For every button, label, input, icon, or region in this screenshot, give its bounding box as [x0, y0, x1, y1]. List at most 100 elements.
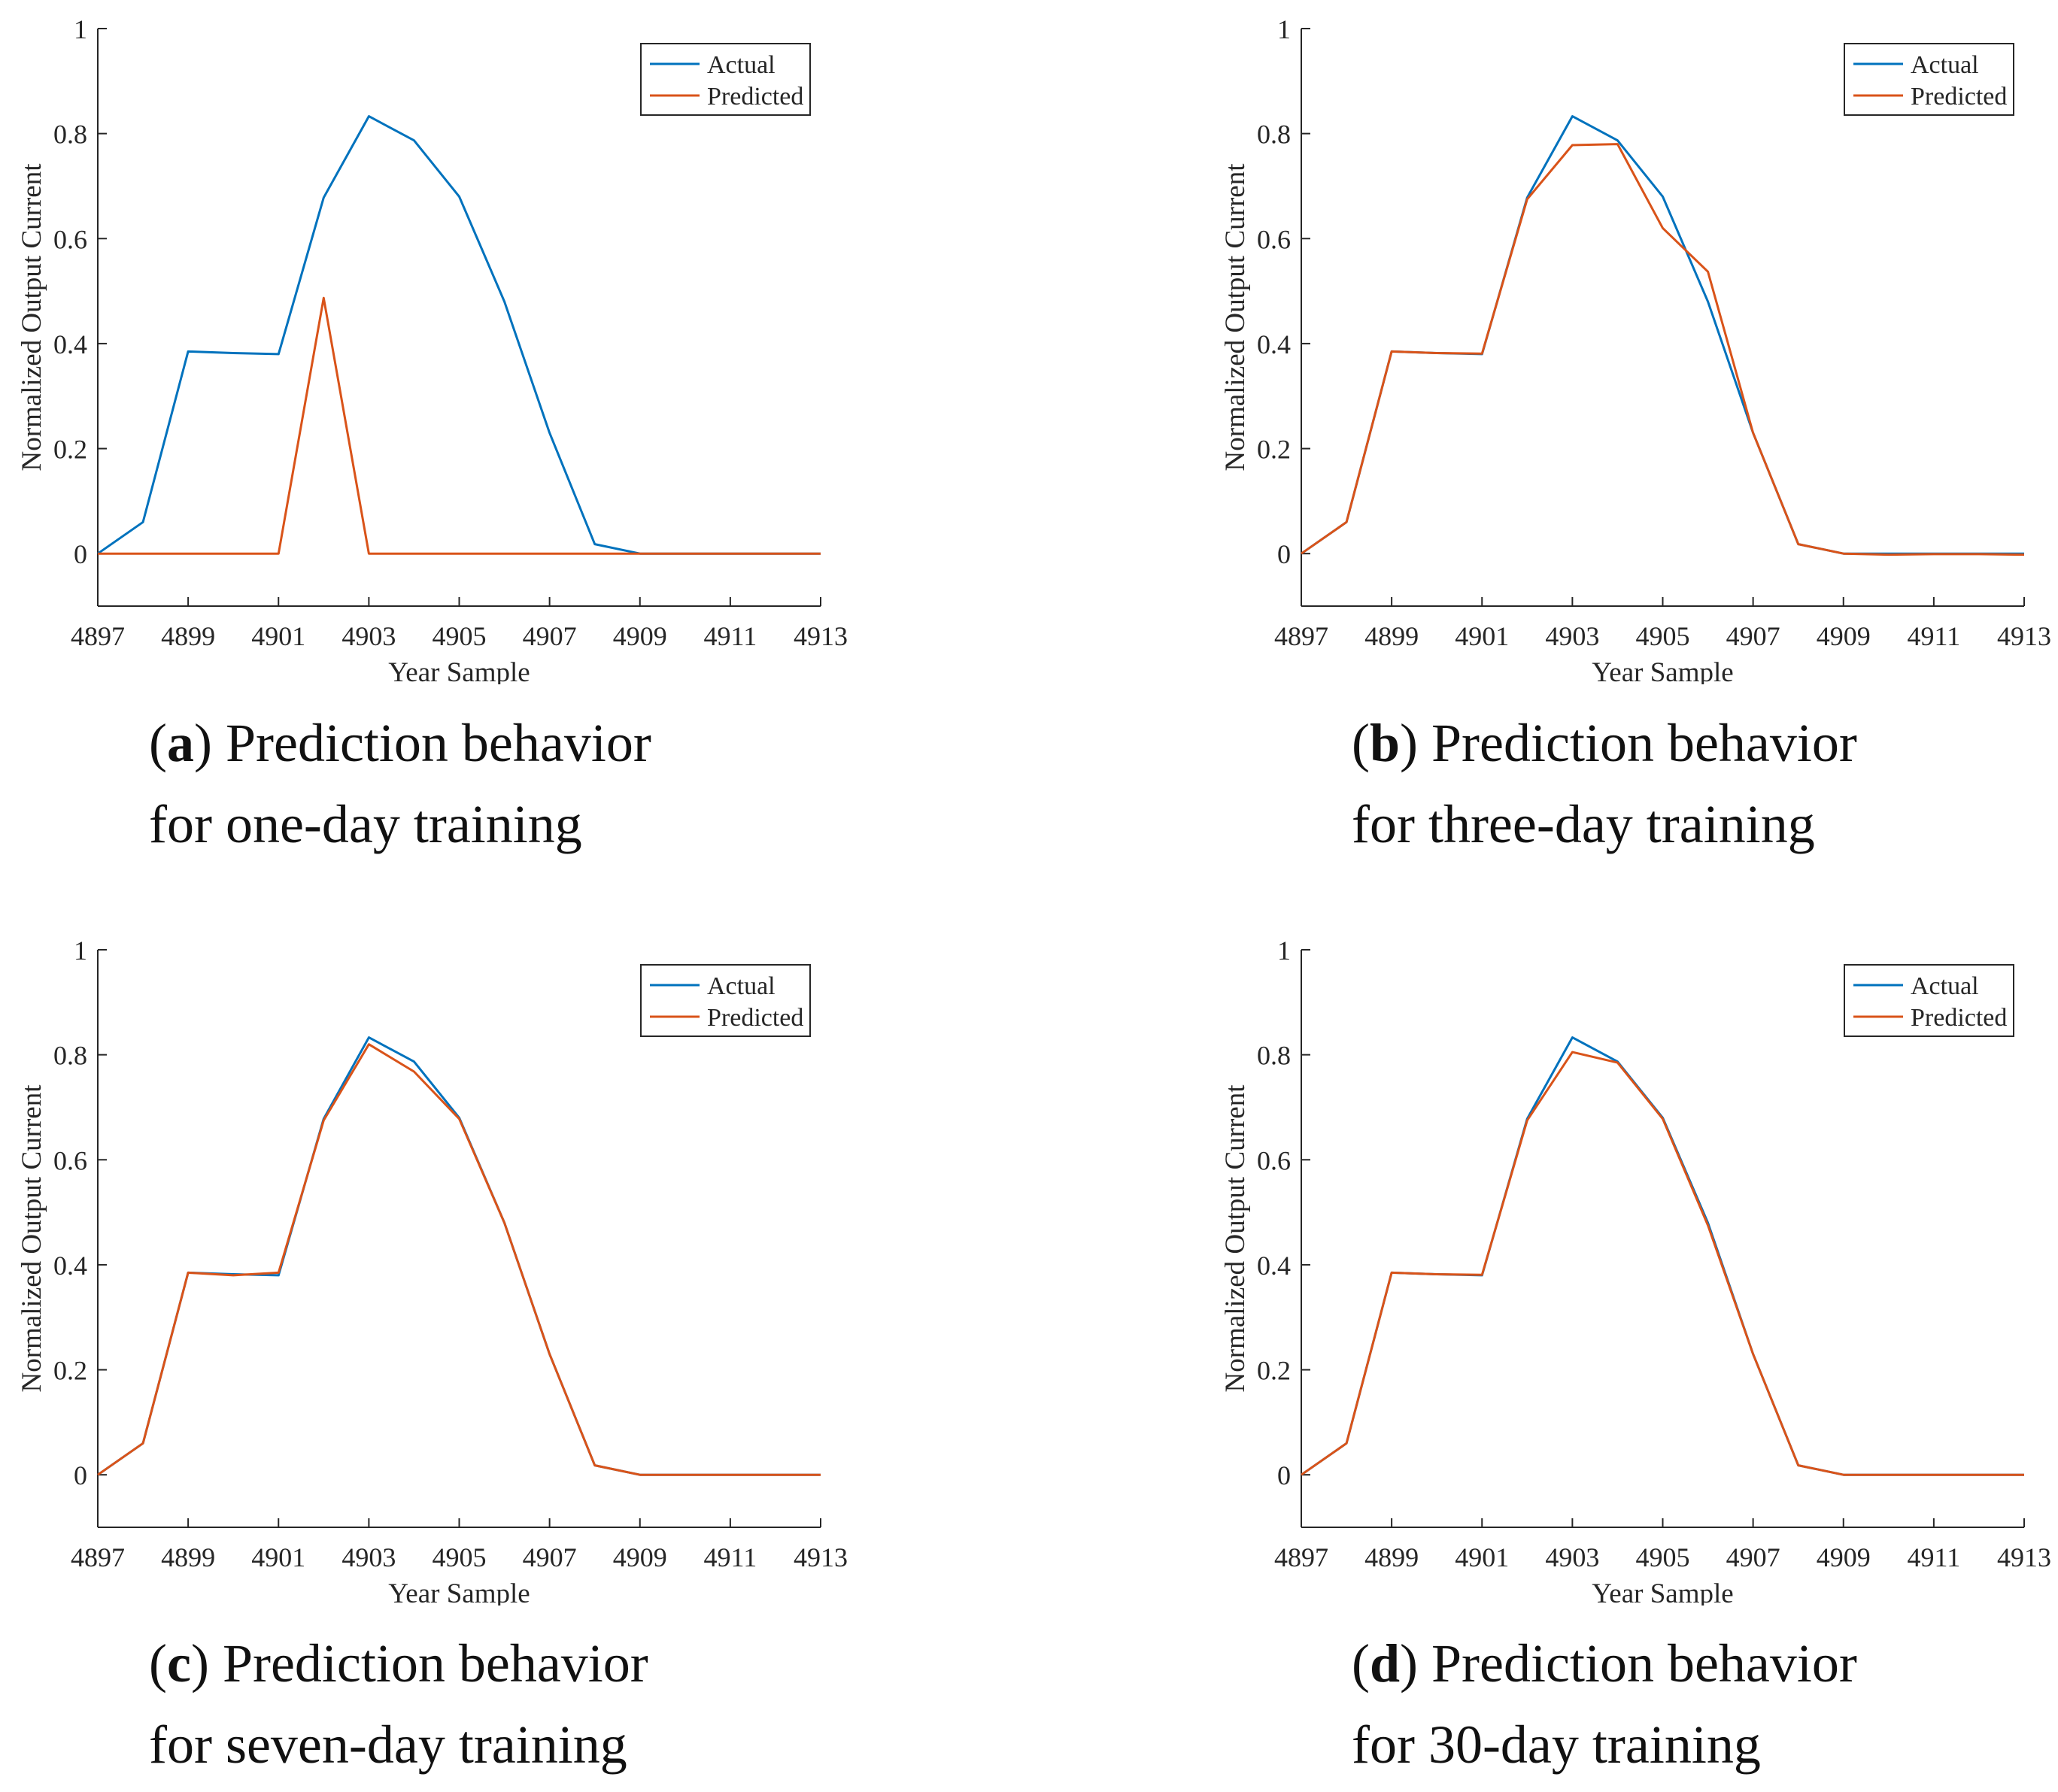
- chart-d-x-tick-label: 4907: [1726, 1542, 1780, 1572]
- chart-b-x-tick-label: 4901: [1455, 621, 1509, 651]
- chart-c-x-tick-label: 4905: [433, 1542, 487, 1572]
- chart-b-x-tick-label: 4903: [1545, 621, 1599, 651]
- caption-c-line2: for seven-day training: [149, 1715, 627, 1775]
- chart-a-legend: Actual Predicted: [640, 43, 811, 116]
- chart-b-x-tick-label: 4905: [1636, 621, 1690, 651]
- chart-a-y-tick-label: 0.2: [53, 435, 87, 465]
- chart-c-series-actual: [97, 1036, 821, 1476]
- chart-d-y-tick-label: 0.2: [1257, 1356, 1291, 1386]
- chart-a-x-tick-label: 4901: [251, 621, 305, 651]
- chart-a-legend-label-predicted: Predicted: [707, 83, 803, 111]
- chart-panel-a: 0 0.2 0.4 0.6 0.8 1 4897 4899 4901 4903 4905 4907 49…: [17, 14, 848, 684]
- chart-b-x-tick-label: 4909: [1817, 621, 1871, 651]
- chart-d-y-axis-label: Normalized Output Current: [1220, 1084, 1251, 1393]
- chart-c-y-tick-label: 0.4: [53, 1251, 87, 1281]
- chart-d-series-predicted: [1301, 1051, 2024, 1476]
- chart-b-x-tick-label: 4907: [1726, 621, 1780, 651]
- caption-a-line2: for one-day training: [149, 794, 582, 854]
- chart-b-y-axis-label: Normalized Output Current: [1220, 163, 1251, 471]
- chart-panel-b: 0 0.2 0.4 0.6 0.8 1 4897 4899 4901 4903 4905 4907 49…: [1220, 14, 2051, 684]
- caption-d-line1: (d) Prediction behavior: [1352, 1633, 1857, 1693]
- chart-d-x-tick-label: 4911: [1908, 1542, 1961, 1572]
- chart-d-y-tick-label: 0: [1277, 1460, 1291, 1490]
- chart-d-x-axis-label: Year Sample: [1592, 1578, 1733, 1606]
- chart-a-y-tick-label: 0.6: [53, 224, 87, 254]
- caption-b-line1: (b) Prediction behavior: [1352, 713, 1857, 773]
- chart-a-legend-label-actual: Actual: [707, 51, 776, 79]
- chart-b-y-tick-label: 0.2: [1257, 435, 1291, 465]
- chart-a-y-axis-label: Normalized Output Current: [17, 163, 47, 471]
- chart-c-series-predicted: [97, 1043, 821, 1476]
- chart-a-series-actual: [97, 115, 821, 555]
- chart-c-x-tick-label: 4907: [523, 1542, 577, 1572]
- chart-c-legend-box: [640, 964, 811, 1037]
- chart-b-legend-box: [1844, 43, 2014, 116]
- chart-a-x-tick-label: 4899: [161, 621, 215, 651]
- chart-a-x-tick-label: 4897: [71, 621, 125, 651]
- chart-c-x-tick-label: 4903: [341, 1542, 396, 1572]
- chart-panel-d: 0 0.2 0.4 0.6 0.8 1 4897 4899 4901 4903 4905 4907 49…: [1220, 935, 2051, 1606]
- chart-b-legend-label-predicted: Predicted: [1911, 83, 2007, 111]
- chart-d-x-tick-label: 4901: [1455, 1542, 1509, 1572]
- chart-a-x-tick-label: 4913: [794, 621, 848, 651]
- chart-c-y-axis-label: Normalized Output Current: [17, 1084, 47, 1393]
- chart-a-y-tick-label: 1: [74, 14, 87, 44]
- caption-a: (a) Prediction behavior for one-day trai…: [149, 702, 651, 865]
- chart-d-y-tick-label: 0.6: [1257, 1145, 1291, 1175]
- chart-d-legend-label-predicted: Predicted: [1911, 1004, 2007, 1032]
- chart-a-y-tick-label: 0.4: [53, 329, 87, 359]
- chart-d-legend-box: [1844, 964, 2014, 1037]
- caption-d-letter: d: [1369, 1633, 1401, 1693]
- chart-c-x-tick-label: 4899: [161, 1542, 215, 1572]
- chart-c-y-tick-label: 0: [74, 1460, 87, 1490]
- chart-d-legend-label-actual: Actual: [1911, 972, 1979, 1000]
- chart-d-x-tick-label: 4897: [1274, 1542, 1328, 1572]
- chart-c-x-axis-label: Year Sample: [388, 1578, 530, 1606]
- chart-a-y-tick-label: 0.8: [53, 120, 87, 150]
- chart-c-x-tick-label: 4897: [71, 1542, 125, 1572]
- chart-b-legend: Actual Predicted: [1844, 43, 2014, 116]
- chart-a-x-tick-label: 4909: [613, 621, 667, 651]
- chart-b-y-tick-label: 0: [1277, 539, 1291, 569]
- chart-c-y-tick-label: 0.8: [53, 1041, 87, 1071]
- chart-d-x-tick-label: 4905: [1636, 1542, 1690, 1572]
- caption-b-letter: b: [1369, 713, 1401, 773]
- caption-b: (b) Prediction behavior for three-day tr…: [1352, 702, 1857, 865]
- chart-b-x-tick-label: 4911: [1908, 621, 1961, 651]
- chart-c-y-tick-label: 0.2: [53, 1356, 87, 1386]
- chart-b-y-tick-label: 0.4: [1257, 329, 1291, 359]
- chart-a-x-tick-label: 4907: [523, 621, 577, 651]
- chart-d-legend: Actual Predicted: [1844, 964, 2014, 1037]
- caption-a-line1: (a) Prediction behavior: [149, 713, 651, 773]
- chart-b-x-tick-label: 4899: [1364, 621, 1419, 651]
- chart-b-series-predicted: [1301, 143, 2025, 556]
- chart-c-legend: Actual Predicted: [640, 964, 811, 1037]
- chart-b-x-tick-label: 4897: [1274, 621, 1328, 651]
- chart-c-legend-label-predicted: Predicted: [707, 1004, 803, 1032]
- caption-d-line2: for 30-day training: [1352, 1715, 1761, 1775]
- chart-b-legend-label-actual: Actual: [1911, 51, 1979, 79]
- chart-d-x-tick-label: 4899: [1364, 1542, 1419, 1572]
- chart-a-legend-box: [640, 43, 811, 116]
- chart-d-y-tick-label: 1: [1277, 935, 1291, 966]
- caption-b-line2: for three-day training: [1352, 794, 1815, 854]
- chart-d-x-tick-label: 4913: [1997, 1542, 2051, 1572]
- chart-c-legend-label-actual: Actual: [707, 972, 776, 1000]
- chart-d-y-tick-label: 0.4: [1257, 1251, 1291, 1281]
- chart-b-x-axis-label: Year Sample: [1592, 657, 1733, 684]
- chart-a-x-tick-label: 4911: [704, 621, 757, 651]
- caption-d: (d) Prediction behavior for 30-day train…: [1352, 1623, 1857, 1785]
- chart-a-x-tick-label: 4903: [341, 621, 396, 651]
- chart-a-x-tick-label: 4905: [433, 621, 487, 651]
- chart-c-x-tick-label: 4911: [704, 1542, 757, 1572]
- caption-c: (c) Prediction behavior for seven-day tr…: [149, 1623, 648, 1785]
- chart-d-y-tick-label: 0.8: [1257, 1041, 1291, 1071]
- chart-d-series-actual: [1301, 1036, 2024, 1476]
- chart-c-x-tick-label: 4909: [613, 1542, 667, 1572]
- chart-c-y-tick-label: 1: [74, 935, 87, 966]
- chart-a-series-predicted: [98, 296, 821, 555]
- caption-a-letter: a: [166, 713, 194, 773]
- caption-c-letter: c: [166, 1633, 191, 1693]
- chart-a-x-axis-label: Year Sample: [388, 657, 530, 684]
- chart-b-x-tick-label: 4913: [1997, 621, 2051, 651]
